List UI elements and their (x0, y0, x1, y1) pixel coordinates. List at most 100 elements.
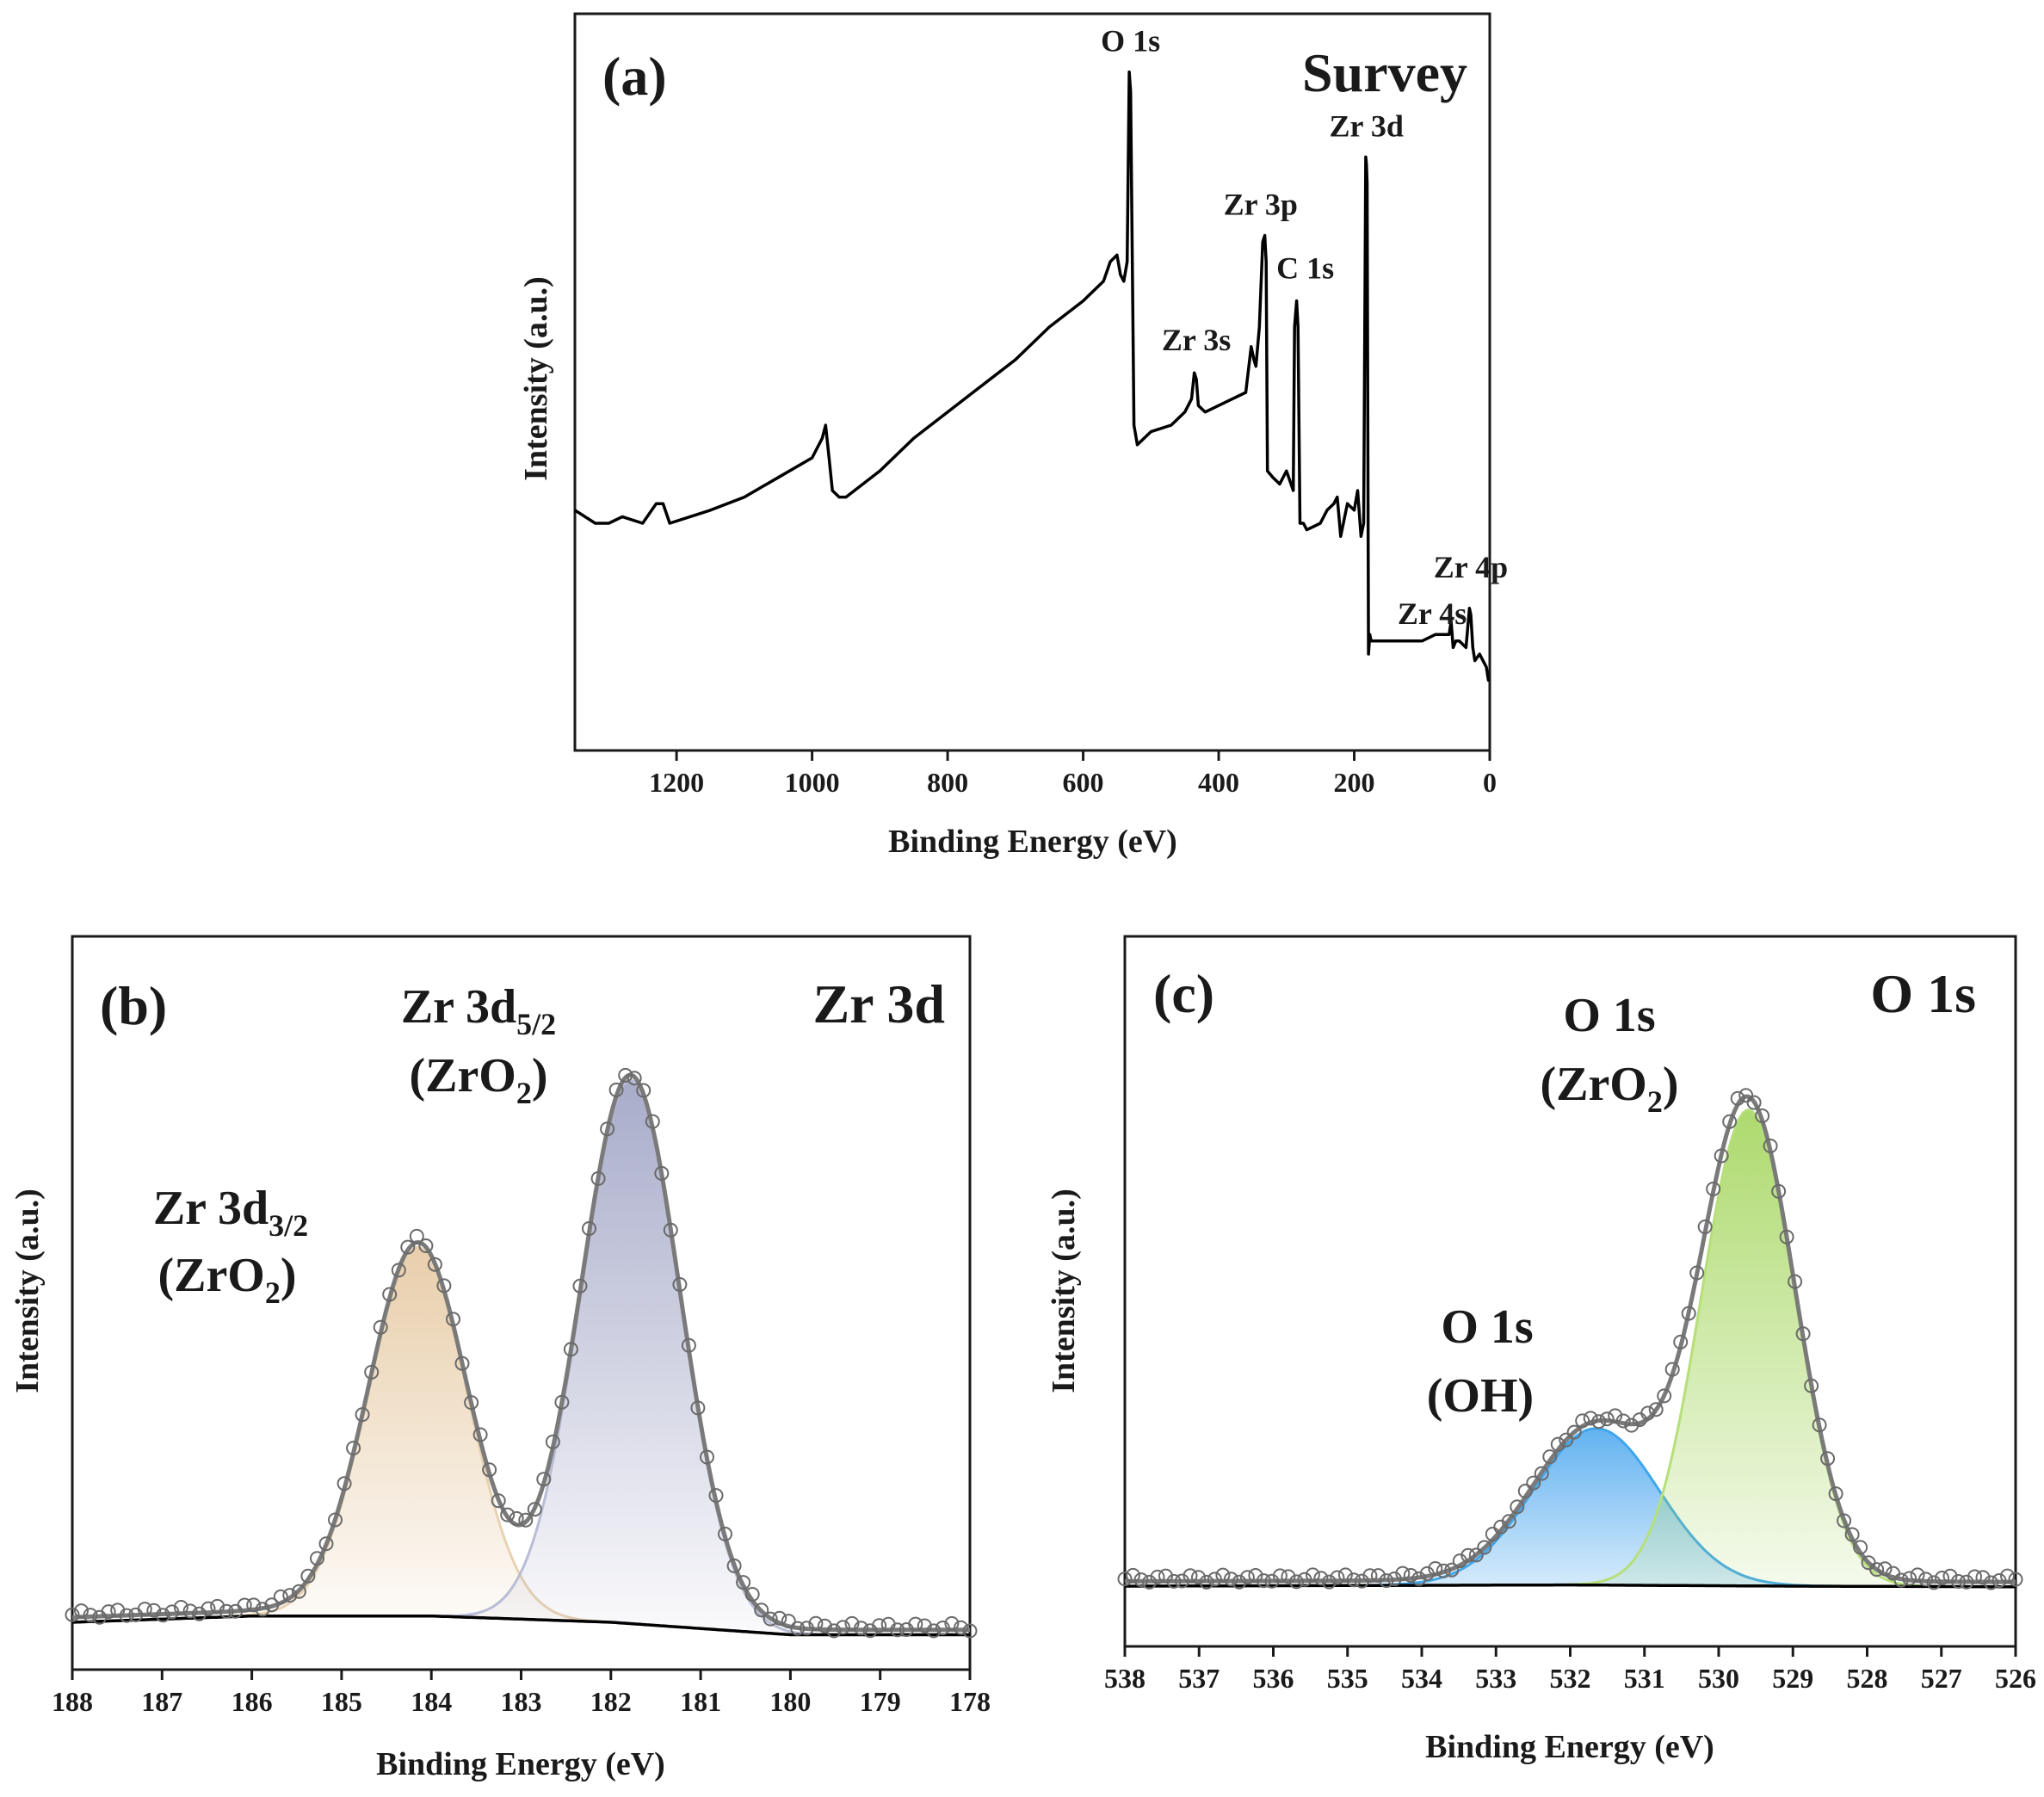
survey-peak-label: Zr 4s (1398, 596, 1467, 631)
zr3d-data-point (572, 1278, 588, 1294)
zr3d-data-point (518, 1512, 534, 1528)
o1s-data-point (1583, 1411, 1598, 1426)
survey-peak-label: Zr 4p (1434, 550, 1508, 584)
survey-x-tick-label: 1200 (649, 767, 704, 798)
survey-x-ticks: 1200 1000 800 600 400 200 0 (649, 750, 1497, 798)
zr3d-data-point (772, 1610, 787, 1626)
zr3d-data-point (454, 1355, 470, 1371)
o1s-data-point (1608, 1408, 1623, 1423)
zr3d-data-point (781, 1614, 796, 1629)
zr3d-data-point (799, 1621, 814, 1636)
zr3d-data-point (954, 1620, 968, 1635)
zr3d-data-point (536, 1472, 552, 1487)
zr3d-x-ticks: 188 187 186 185 184 183 182 181 180 179 178 (52, 1670, 991, 1717)
zr3d-data-point (201, 1601, 216, 1616)
o1s-data-point (1935, 1571, 1949, 1585)
o1s-data-point (1207, 1572, 1222, 1587)
survey-panel-label: (a) (602, 46, 667, 107)
zr3d-data-point (446, 1312, 460, 1327)
zr3d-x-tick-label: 185 (321, 1686, 362, 1717)
o1s-data-point (1755, 1108, 1770, 1123)
zr3d-x-tick-label: 188 (52, 1686, 93, 1717)
survey-x-tick-label: 0 (1483, 767, 1497, 798)
o1s-component-fill (1125, 1428, 2016, 1587)
zr3d-data-point (681, 1337, 696, 1353)
zr3d-x-tick-label: 187 (141, 1686, 182, 1717)
o1s-data-point (1150, 1569, 1165, 1584)
zr3d-data-point (391, 1263, 406, 1278)
o1s-data-point (1657, 1388, 1672, 1404)
zr3d-data-point (427, 1257, 442, 1272)
zr3d-data-point (836, 1620, 850, 1635)
o1s-data-point (1664, 1362, 1680, 1377)
o1s-x-tick-label: 530 (1698, 1663, 1739, 1694)
o1s-data-point (1837, 1513, 1852, 1528)
survey-spectrum-line (574, 70, 1491, 682)
o1s-data-point (1403, 1568, 1418, 1583)
o1s-data-point (1183, 1568, 1198, 1584)
zr3d-x-tick-label: 179 (860, 1686, 901, 1717)
o1s-data-point (1337, 1567, 1353, 1583)
survey-peak-labels: O 1s Zr 3d Zr 3p Zr 3s C 1s Zr 4p Zr 4s (1101, 24, 1508, 631)
zr3d-data-point (173, 1600, 188, 1615)
o1s-data-point (1223, 1572, 1238, 1587)
o1s-data-point (1697, 1220, 1713, 1234)
zr3d-data-point (255, 1602, 270, 1617)
zr3d-data-point (137, 1602, 152, 1617)
o1s-data-point (1362, 1568, 1378, 1584)
zr3d-data-point (944, 1615, 960, 1631)
o1s-zro2-label-line2: (ZrO2) (1540, 1058, 1678, 1119)
o1s-data-point (1779, 1229, 1794, 1244)
zr3d-data-point (83, 1608, 98, 1623)
survey-x-tick-label: 600 (1063, 767, 1104, 798)
zr3d32-label: Zr 3d3/2 (153, 1182, 308, 1243)
o1s-data-point (1812, 1417, 1827, 1433)
o1s-x-tick-label: 537 (1178, 1663, 1220, 1694)
survey-title: Survey (1302, 42, 1467, 103)
o1s-data-point (1681, 1306, 1696, 1321)
zr3d-data-point (382, 1287, 398, 1302)
survey-x-tick-label: 800 (927, 767, 968, 798)
zr3d-data-point (600, 1121, 615, 1137)
zr3d-data-point (418, 1238, 434, 1253)
zr3d-data-point (400, 1239, 416, 1255)
zr3d-data-point (844, 1615, 860, 1631)
zr3d-data-point (310, 1551, 324, 1566)
o1s-data-point (1918, 1572, 1934, 1587)
zr3d-data-point (663, 1222, 678, 1238)
o1s-data-point (1820, 1451, 1836, 1467)
zr3d-data-point (563, 1342, 578, 1357)
o1s-data-point (1795, 1326, 1811, 1342)
o1s-data-point (1477, 1540, 1492, 1555)
zr3d-data-point (926, 1623, 942, 1639)
zr3d-background-line (71, 1614, 970, 1637)
zr3d-panel: 188 187 186 185 184 183 182 181 180 179 178 (b) Zr… (9, 935, 991, 1782)
zr3d-data-point (219, 1603, 234, 1619)
zr3d-data-point (744, 1587, 760, 1602)
zr3d-title: Zr 3d (812, 973, 945, 1034)
zr3d-data-point (700, 1449, 714, 1465)
o1s-x-tick-label: 538 (1104, 1663, 1146, 1694)
o1s-data-point (1591, 1414, 1607, 1430)
zr3d-data-point (754, 1602, 769, 1618)
o1s-x-tick-label: 535 (1327, 1663, 1368, 1694)
zr3d-data-point (346, 1441, 361, 1456)
zr3d-data-point (101, 1604, 116, 1620)
o1s-data-point (1984, 1575, 1998, 1590)
o1s-data-point (2000, 1568, 2015, 1584)
zr3d-data-point (872, 1618, 887, 1633)
o1s-data-point (1550, 1436, 1565, 1452)
o1s-data-point (1239, 1570, 1255, 1585)
o1s-x-tick-label: 534 (1401, 1663, 1442, 1694)
o1s-data-point (1330, 1570, 1345, 1585)
o1s-data-point (1468, 1547, 1484, 1563)
o1s-data-point (1346, 1572, 1362, 1588)
o1s-data-point (1534, 1466, 1549, 1481)
o1s-x-tick-label: 536 (1253, 1663, 1294, 1694)
zr3d-data-point (291, 1584, 306, 1599)
zr3d-data-point (708, 1488, 724, 1504)
survey-peak-label: Zr 3d (1330, 108, 1404, 143)
o1s-data-point (1256, 1573, 1271, 1589)
zr3d-data-point (608, 1082, 624, 1097)
zr3d-data-point (65, 1607, 80, 1622)
